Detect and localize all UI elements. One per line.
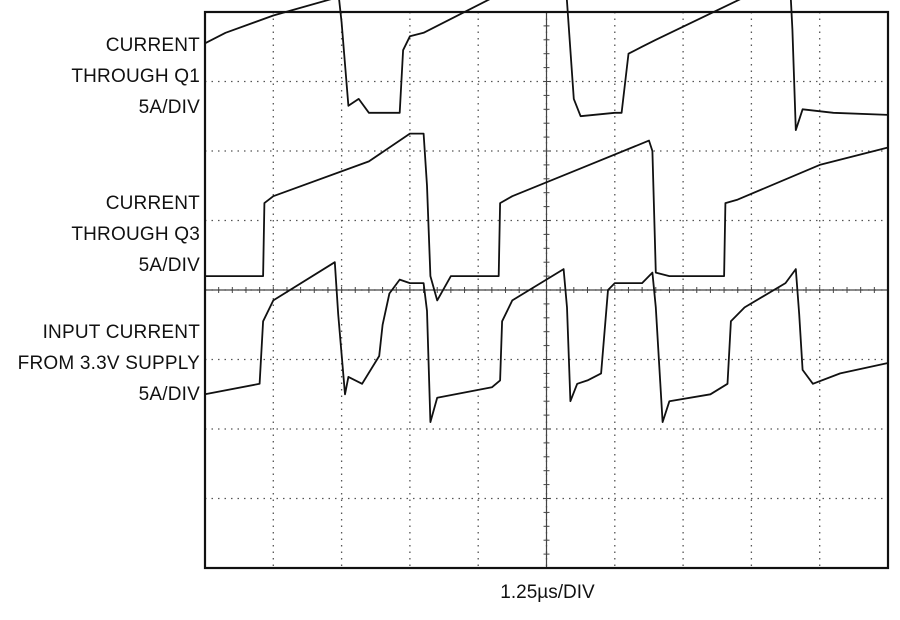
trace-label-input-line2: FROM 3.3V SUPPLY — [17, 353, 200, 374]
trace-label-q3-line1: CURRENT — [105, 193, 200, 214]
trace-label-q3-line3: 5A/DIV — [138, 255, 200, 276]
trace-line-1 — [204, 0, 889, 132]
trace-label-q1-line2: THROUGH Q1 — [71, 66, 200, 87]
trace-line-2 — [205, 132, 889, 302]
trace-label-q1: CURRENT THROUGH Q1 5A/DIV — [71, 30, 200, 123]
trace-label-q3: CURRENT THROUGH Q3 5A/DIV — [71, 188, 200, 281]
trace-label-q1-line1: CURRENT — [105, 35, 200, 56]
trace-line-3 — [204, 261, 889, 424]
plot-frame — [203, 10, 890, 570]
trace-label-input-line3: 5A/DIV — [138, 384, 200, 405]
trace-label-input: INPUT CURRENT FROM 3.3V SUPPLY 5A/DIV — [18, 317, 200, 410]
trace-label-q1-line3: 5A/DIV — [138, 97, 200, 118]
x-axis-label: 1.25µs/DIV — [500, 582, 595, 603]
graticule — [204, 11, 889, 569]
trace-label-input-line1: INPUT CURRENT — [42, 322, 200, 343]
trace-label-q3-line2: THROUGH Q3 — [71, 224, 200, 245]
traces — [204, 0, 889, 424]
